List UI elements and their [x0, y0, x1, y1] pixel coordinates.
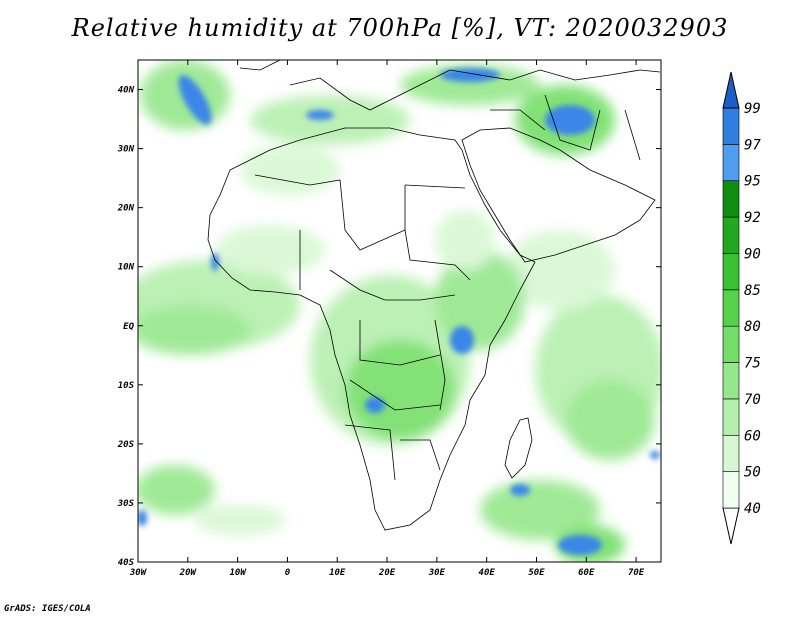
- humidity-patch: [240, 145, 340, 195]
- border-line: [434, 319, 446, 411]
- colorbar-label: 80: [744, 319, 761, 335]
- saturated-patch: [178, 75, 212, 125]
- saturated-patch: [306, 110, 334, 120]
- humidity-patch: [345, 340, 455, 440]
- saturated-patch: [365, 397, 385, 413]
- lat-tick-label: EQ: [123, 322, 134, 332]
- plot-frame: [137, 59, 662, 563]
- lon-tick-label: 30E: [428, 568, 446, 578]
- colorbar-label: 70: [744, 392, 761, 408]
- lon-tick-label: 20W: [179, 568, 198, 578]
- humidity-patch: [505, 230, 615, 310]
- humidity-patch: [480, 480, 600, 540]
- lon-tick-label: 30W: [129, 568, 148, 578]
- colorbar-label: 97: [744, 137, 761, 153]
- lat-tick-label: 10N: [118, 263, 135, 273]
- colorbar-segment: [722, 362, 740, 400]
- colorbar-label: 99: [744, 101, 761, 117]
- lat-tick-label: 10S: [118, 381, 135, 391]
- border-line: [404, 184, 471, 281]
- colorbar-segment: [722, 216, 740, 254]
- humidity-patch: [138, 465, 215, 515]
- saturated-patch: [138, 510, 147, 526]
- lon-tick-label: 50E: [528, 568, 545, 578]
- arabia-coastline: [461, 127, 656, 263]
- saturated-patch: [450, 326, 474, 354]
- saturated-patch: [440, 68, 500, 82]
- map-title: Relative humidity at 700hPa [%], VT: 202…: [71, 14, 729, 42]
- humidity-patch: [195, 505, 285, 535]
- colorbar-segment: [722, 289, 740, 327]
- saturated-patch: [211, 253, 219, 271]
- humidity-patch: [215, 225, 325, 275]
- lon-tick-label: 60E: [578, 568, 595, 578]
- colorbar-segment: [722, 434, 740, 472]
- longitude-axis: 30W 20W 10W 0 10E 20E 30E 40E 50E 60E 70E: [129, 60, 645, 578]
- colorbar-segment: [722, 144, 740, 182]
- country-borders: [207, 60, 661, 531]
- lat-tick-label: 40N: [118, 86, 135, 96]
- lon-tick-label: 0: [285, 568, 291, 578]
- border-line: [299, 230, 456, 301]
- madagascar-coastline: [504, 417, 533, 479]
- colorbar-label: 90: [744, 246, 761, 262]
- colorbar-label: 75: [744, 356, 761, 372]
- humidity-patch: [138, 305, 250, 355]
- colorbar-segment: [722, 180, 740, 218]
- border-line: [344, 424, 441, 481]
- colorbar-segment: [722, 471, 740, 509]
- lon-tick-label: 70E: [628, 568, 645, 578]
- border-line: [544, 94, 641, 161]
- border-line: [349, 320, 441, 411]
- colorbar-segment: [722, 325, 740, 363]
- humidity-patch: [400, 65, 540, 105]
- colorbar-segment: [722, 253, 740, 291]
- saturated-patch: [510, 484, 530, 496]
- lat-tick-label: 30S: [117, 499, 135, 509]
- saturated-patch: [558, 535, 602, 555]
- colorbar-label: 50: [744, 465, 761, 481]
- lat-tick-label: 40S: [118, 558, 135, 568]
- colorbar-label: 85: [744, 283, 761, 299]
- colorbar-segment: [722, 398, 740, 436]
- colorbar-upper-extension: [722, 71, 740, 109]
- saturated-patch: [545, 105, 595, 135]
- colorbar: 40 50 60 70 75 80 85 90 92 95 97 99: [722, 71, 761, 545]
- humidity-patch: [565, 380, 655, 460]
- saturated-patch: [650, 451, 660, 459]
- europe-coastline: [239, 60, 661, 111]
- lon-tick-label: 20E: [378, 568, 396, 578]
- latitude-axis: 40N 30N 20N 10N EQ 10S 20S 30S 40S: [117, 86, 661, 568]
- colorbar-lower-extension: [722, 507, 740, 545]
- grads-credit: GrADS: IGES/COLA: [4, 604, 91, 614]
- humidity-field: [138, 60, 661, 562]
- lat-tick-label: 20S: [117, 440, 135, 450]
- colorbar-label: 92: [744, 210, 761, 226]
- colorbar-segment: [722, 107, 740, 145]
- lat-tick-label: 20N: [117, 204, 135, 214]
- lon-tick-label: 10W: [229, 568, 247, 578]
- colorbar-label: 40: [744, 501, 761, 517]
- humidity-patch: [250, 95, 410, 145]
- lon-tick-label: 10E: [329, 568, 346, 578]
- lon-tick-label: 40E: [479, 568, 496, 578]
- colorbar-label: 60: [744, 428, 761, 444]
- colorbar-label: 95: [744, 174, 761, 190]
- africa-coastline: [207, 127, 536, 531]
- border-line: [490, 109, 546, 131]
- humidity-patch: [435, 250, 525, 350]
- humidity-patch: [435, 210, 495, 270]
- lat-tick-label: 30N: [117, 145, 135, 155]
